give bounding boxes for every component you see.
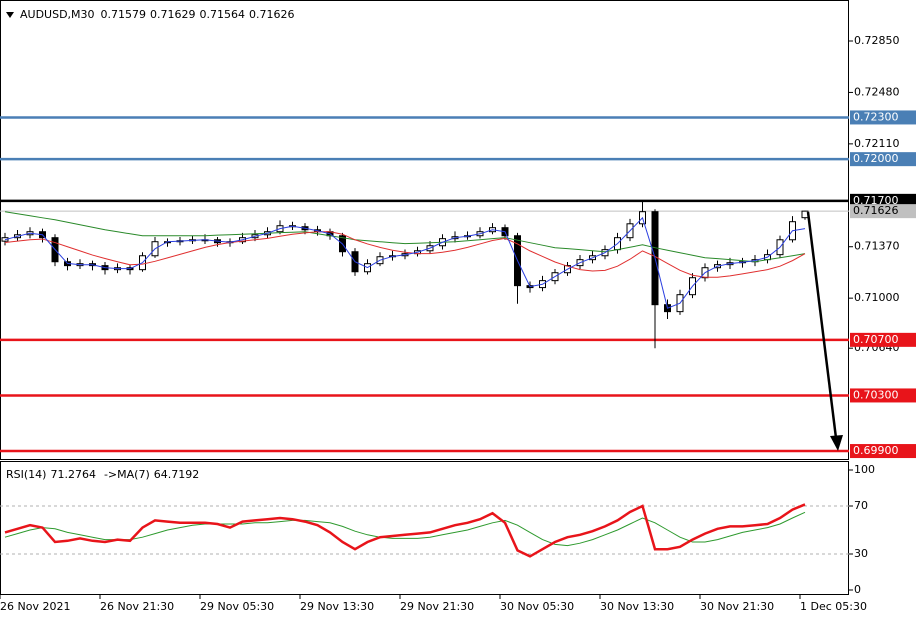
rsi-name: RSI(14) (6, 468, 46, 481)
y-tick-label: 0.71000 (854, 291, 900, 304)
level-label: 0.71700 (853, 194, 899, 207)
arrow-head (830, 435, 843, 451)
x-tick-label: 29 Nov 05:30 (200, 600, 274, 613)
current-price-label: 0.71626 (853, 204, 899, 217)
chart-title: AUDUSD,M30 0.71579 0.71629 0.71564 0.71626 (20, 8, 295, 21)
level-label: 0.70700 (853, 333, 899, 346)
y-tick-label: 0.72850 (854, 34, 900, 47)
rsi-value: 71.2764 (50, 468, 96, 481)
forecast-arrow (806, 211, 843, 451)
x-tick-label: 30 Nov 13:30 (600, 600, 674, 613)
level-label-box (850, 110, 916, 125)
symbol: AUDUSD,M30 (20, 8, 95, 21)
level-label: 0.69900 (853, 444, 899, 457)
rsi-tick-label: 70 (854, 499, 868, 512)
rsi-line (4, 503, 806, 558)
high: 0.71629 (150, 8, 196, 21)
x-tick-label: 29 Nov 21:30 (400, 600, 474, 613)
x-tick-label: 30 Nov 05:30 (500, 600, 574, 613)
rsi-title: RSI(14) 71.2764 ->MA(7) 64.7192 (6, 468, 199, 481)
y-tick-label: 0.72110 (854, 137, 900, 150)
menu-triangle[interactable] (6, 12, 14, 18)
level-label: 0.70300 (853, 388, 899, 401)
x-tick-label: 1 Dec 05:30 (800, 600, 867, 613)
level-label-box (850, 388, 916, 403)
level-label: 0.72300 (853, 110, 899, 123)
x-tick-label: 29 Nov 13:30 (300, 600, 374, 613)
level-label: 0.72000 (853, 152, 899, 165)
open: 0.71579 (101, 8, 147, 21)
level-label-box (850, 444, 916, 459)
rsi-ma-value: 64.7192 (154, 468, 200, 481)
close: 0.71626 (249, 8, 295, 21)
y-tick-label: 0.72480 (854, 85, 900, 98)
level-label-box (850, 152, 916, 167)
moving-average (4, 211, 806, 263)
x-tick-label: 26 Nov 21:30 (100, 600, 174, 613)
price-panel-frame (0, 0, 849, 460)
rsi-tick-label: 30 (854, 547, 868, 560)
rsi-tick-label: 100 (854, 463, 875, 476)
low: 0.71564 (200, 8, 246, 21)
moving-average (4, 216, 806, 309)
current-price-box (850, 204, 916, 219)
level-label-box (850, 332, 916, 347)
x-tick-label: 26 Nov 2021 (0, 600, 70, 613)
rsi-tick-label: 0 (854, 583, 861, 596)
y-tick-label: 0.71370 (854, 240, 900, 253)
rsi-ma-name: ->MA(7) (104, 468, 150, 481)
arrow-shaft (806, 211, 838, 439)
rsi-ma-line (4, 511, 806, 547)
x-tick-label: 30 Nov 21:30 (700, 600, 774, 613)
rsi-panel-frame (0, 461, 849, 595)
